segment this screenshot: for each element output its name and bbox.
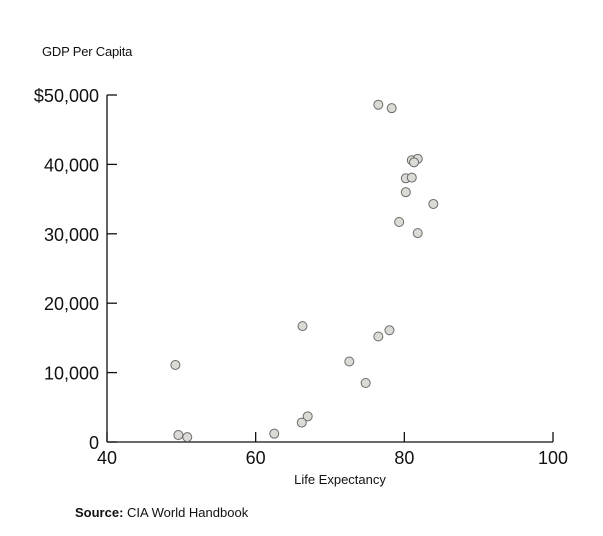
y-tick-label: 40,000 <box>44 155 99 175</box>
x-axis-label: Life Expectancy <box>294 472 386 487</box>
data-point <box>408 157 419 168</box>
x-tick-label: 40 <box>97 448 117 468</box>
data-point <box>386 103 397 114</box>
axes: 0 10,000 20,000 30,000 40,000 $50,000 40 60 80 10… <box>34 86 568 468</box>
data-point <box>182 432 193 443</box>
data-point <box>428 198 439 209</box>
data-point <box>360 378 371 389</box>
y-tick-label: 10,000 <box>44 364 99 384</box>
y-tick-label: 30,000 <box>44 225 99 245</box>
data-point <box>373 331 384 342</box>
y-tick-label: 0 <box>89 433 99 453</box>
data-point <box>384 325 395 336</box>
data-point <box>406 172 417 183</box>
data-point <box>412 228 423 239</box>
data-point <box>296 417 307 428</box>
data-points <box>170 99 439 443</box>
data-point <box>269 428 280 439</box>
y-tick-label: $50,000 <box>34 86 99 106</box>
source-prefix: Source: <box>75 505 124 520</box>
data-point <box>400 187 411 198</box>
data-point <box>394 217 405 228</box>
source-text: CIA World Handbook <box>127 505 249 520</box>
y-axis-label: GDP Per Capita <box>42 44 133 59</box>
data-point <box>173 430 184 441</box>
y-tick-label: 20,000 <box>44 294 99 314</box>
x-tick-label: 60 <box>246 448 266 468</box>
data-point <box>170 359 181 370</box>
x-tick-label: 100 <box>538 448 568 468</box>
data-point <box>297 321 308 332</box>
source-note: Source: CIA World Handbook <box>75 505 248 520</box>
x-tick-label: 80 <box>394 448 414 468</box>
data-point <box>302 411 313 422</box>
data-point <box>344 356 355 367</box>
data-point <box>373 99 384 110</box>
